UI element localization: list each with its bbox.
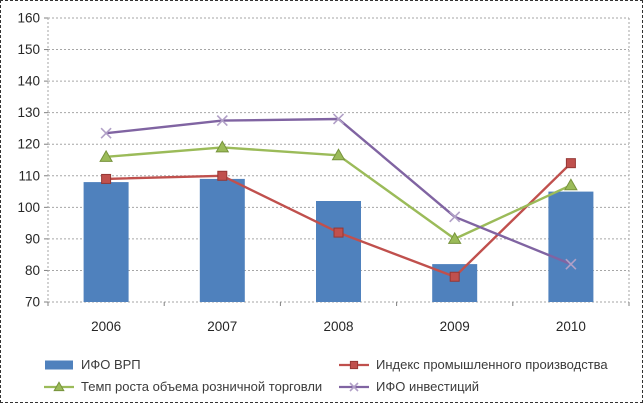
legend-label-retail-trade-growth: Темп роста объема розничной торговли (81, 379, 323, 394)
y-axis-tick-label-100: 100 (17, 200, 40, 215)
marker-x (449, 211, 461, 223)
marker-square (217, 170, 228, 181)
bar-2008 (316, 201, 361, 302)
y-axis-tick-label-150: 150 (17, 42, 40, 57)
marker-x (100, 127, 112, 139)
x-axis-category-label-2009: 2009 (440, 319, 470, 334)
y-axis-tick-label-70: 70 (25, 295, 40, 310)
marker-square (349, 360, 359, 369)
x-axis-category-label-2007: 2007 (207, 319, 237, 334)
marker-square (101, 173, 112, 184)
y-axis-tick-label-140: 140 (17, 74, 40, 89)
bar-2007 (199, 178, 245, 302)
legend-label-ifo-vrp: ИФО ВРП (81, 357, 141, 372)
y-axis-tick-label-90: 90 (25, 231, 40, 246)
legend-swatch-line-green-triangle (44, 380, 74, 391)
marker-x (332, 113, 345, 125)
marker-x (565, 258, 577, 270)
y-axis-tick-label-130: 130 (17, 105, 40, 120)
x-axis-category-label-2010: 2010 (556, 319, 586, 334)
legend-swatch-line-red-square (339, 360, 369, 369)
x-axis-category-label-2006: 2006 (91, 319, 121, 334)
marker-triangle (331, 148, 346, 161)
marker-x (216, 114, 228, 127)
legend-item-industrial-production-index: Индекс промышленного производства (339, 357, 608, 372)
y-axis-tick-label-110: 110 (18, 168, 40, 183)
bar-2006 (83, 182, 129, 302)
marker-triangle (447, 231, 462, 244)
legend-item-ifo-investments: ИФО инвестиций (339, 379, 479, 394)
marker-triangle (99, 149, 113, 162)
combo-chart-plot: 70 80 90 100 110 120 130 140 150 160 2006 2007 2008 2… (17, 11, 630, 334)
legend-bar-swatch (45, 360, 73, 369)
x-axis-category-label-2008: 2008 (323, 319, 353, 334)
legend-label-industrial-production-index: Индекс промышленного производства (376, 357, 608, 372)
marker-triangle (53, 380, 65, 391)
legend-label-ifo-investments: ИФО инвестиций (376, 379, 480, 394)
marker-triangle (215, 140, 230, 153)
legend-item-retail-trade-growth: Темп роста объема розничной торговли (44, 379, 322, 394)
marker-x (349, 381, 359, 392)
y-axis-tick-label-120: 120 (17, 137, 40, 152)
marker-square (333, 227, 344, 238)
marker-triangle (564, 178, 578, 191)
marker-square (449, 271, 460, 282)
legend-swatch-bar-blue (45, 360, 73, 369)
legend-swatch-line-purple-x (339, 381, 369, 392)
bar-2010 (548, 191, 594, 302)
y-axis-tick-label-80: 80 (25, 263, 40, 278)
legend-item-ifo-vrp: ИФО ВРП (44, 357, 141, 372)
marker-square (565, 158, 576, 169)
y-axis-tick-label-160: 160 (17, 11, 40, 26)
